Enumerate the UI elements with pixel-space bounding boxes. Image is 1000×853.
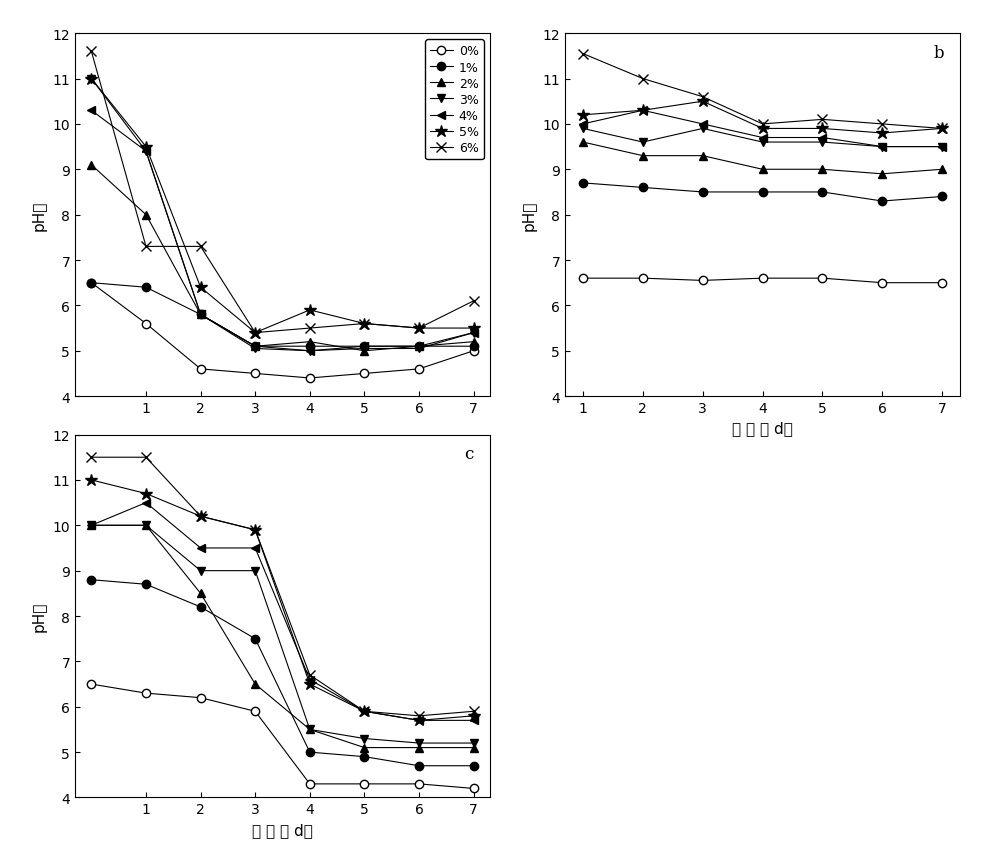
Legend: 0%, 1%, 2%, 3%, 4%, 5%, 6%: 0%, 1%, 2%, 3%, 4%, 5%, 6% bbox=[425, 40, 484, 160]
X-axis label: 时 间 （ d）: 时 间 （ d） bbox=[252, 822, 313, 837]
X-axis label: 时 间 （ d）: 时 间 （ d） bbox=[732, 421, 793, 436]
Text: c: c bbox=[464, 446, 473, 463]
Y-axis label: pH値: pH値 bbox=[32, 200, 47, 230]
Text: a: a bbox=[464, 45, 473, 62]
Y-axis label: pH値: pH値 bbox=[522, 200, 537, 230]
Text: b: b bbox=[934, 45, 944, 62]
Y-axis label: pH値: pH値 bbox=[32, 601, 47, 631]
